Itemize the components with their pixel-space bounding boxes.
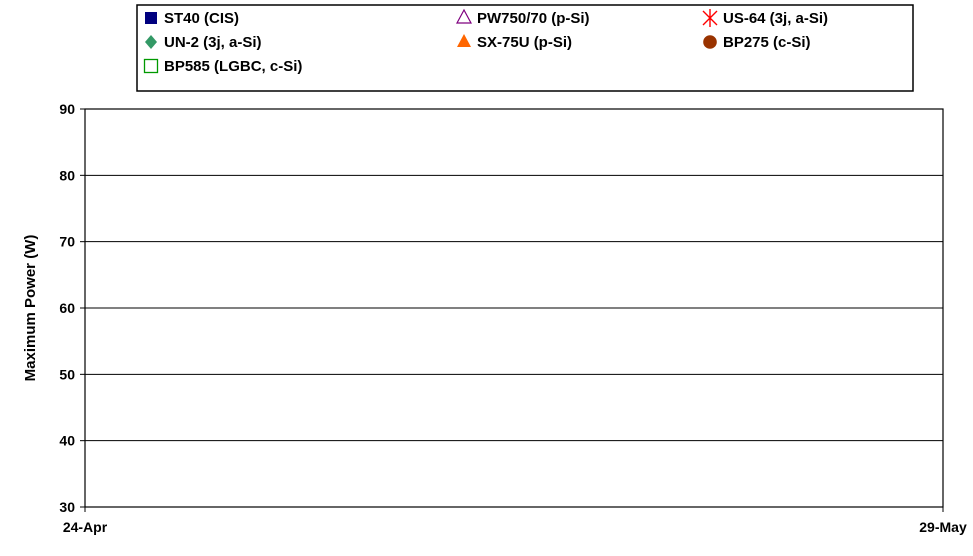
legend-marker [455,8,473,24]
legend-label: BP275 (c-Si) [723,34,811,51]
y-tick-label: 80 [59,167,75,183]
legend-label: SX-75U (p-Si) [477,34,572,51]
x-tick-label: 24-Apr [63,519,108,535]
legend: ST40 (CIS) PW750/70 (p-Si) US-64 (3j, a-Si… [136,4,914,92]
y-tick-label: 90 [59,101,75,117]
y-tick-label: 40 [59,433,75,449]
legend-marker [702,9,718,27]
legend-marker [145,12,157,24]
y-tick-label: 60 [59,300,75,316]
legend-box [136,4,914,92]
legend-item: UN-2 (3j, a-Si) [145,34,262,51]
legend-marker [145,35,157,49]
y-axis-title: Maximum Power (W) [22,235,39,382]
x-tick-label: 29-May [919,519,967,535]
gridlines [85,174,943,442]
legend-label: PW750/70 (p-Si) [477,10,590,27]
x-axis-ticks: 24-Apr13-Jun2-Aug21-Sep10-Nov30-Dec18-Fe… [63,507,967,535]
legend-marker [457,34,471,47]
legend-item: BP585 (LGBC, c-Si) [143,58,302,75]
legend-item: ST40 (CIS) [145,10,239,27]
legend-marker [143,58,159,74]
legend-item: PW750/70 (p-Si) [455,8,590,27]
legend-label: US-64 (3j, a-Si) [723,10,828,27]
y-tick-label: 70 [59,234,75,250]
legend-label: ST40 (CIS) [164,10,239,27]
legend-label: UN-2 (3j, a-Si) [164,34,262,51]
y-axis-ticks: 30 40 50 60 70 80 90 [59,101,85,515]
legend-item: SX-75U (p-Si) [457,34,572,51]
legend-label: BP585 (LGBC, c-Si) [164,58,302,75]
y-tick-label: 50 [59,366,75,382]
legend-item: BP275 (c-Si) [703,34,811,51]
y-tick-label: 30 [59,499,75,515]
legend-marker [703,35,717,49]
legend-item: US-64 (3j, a-Si) [702,9,828,27]
